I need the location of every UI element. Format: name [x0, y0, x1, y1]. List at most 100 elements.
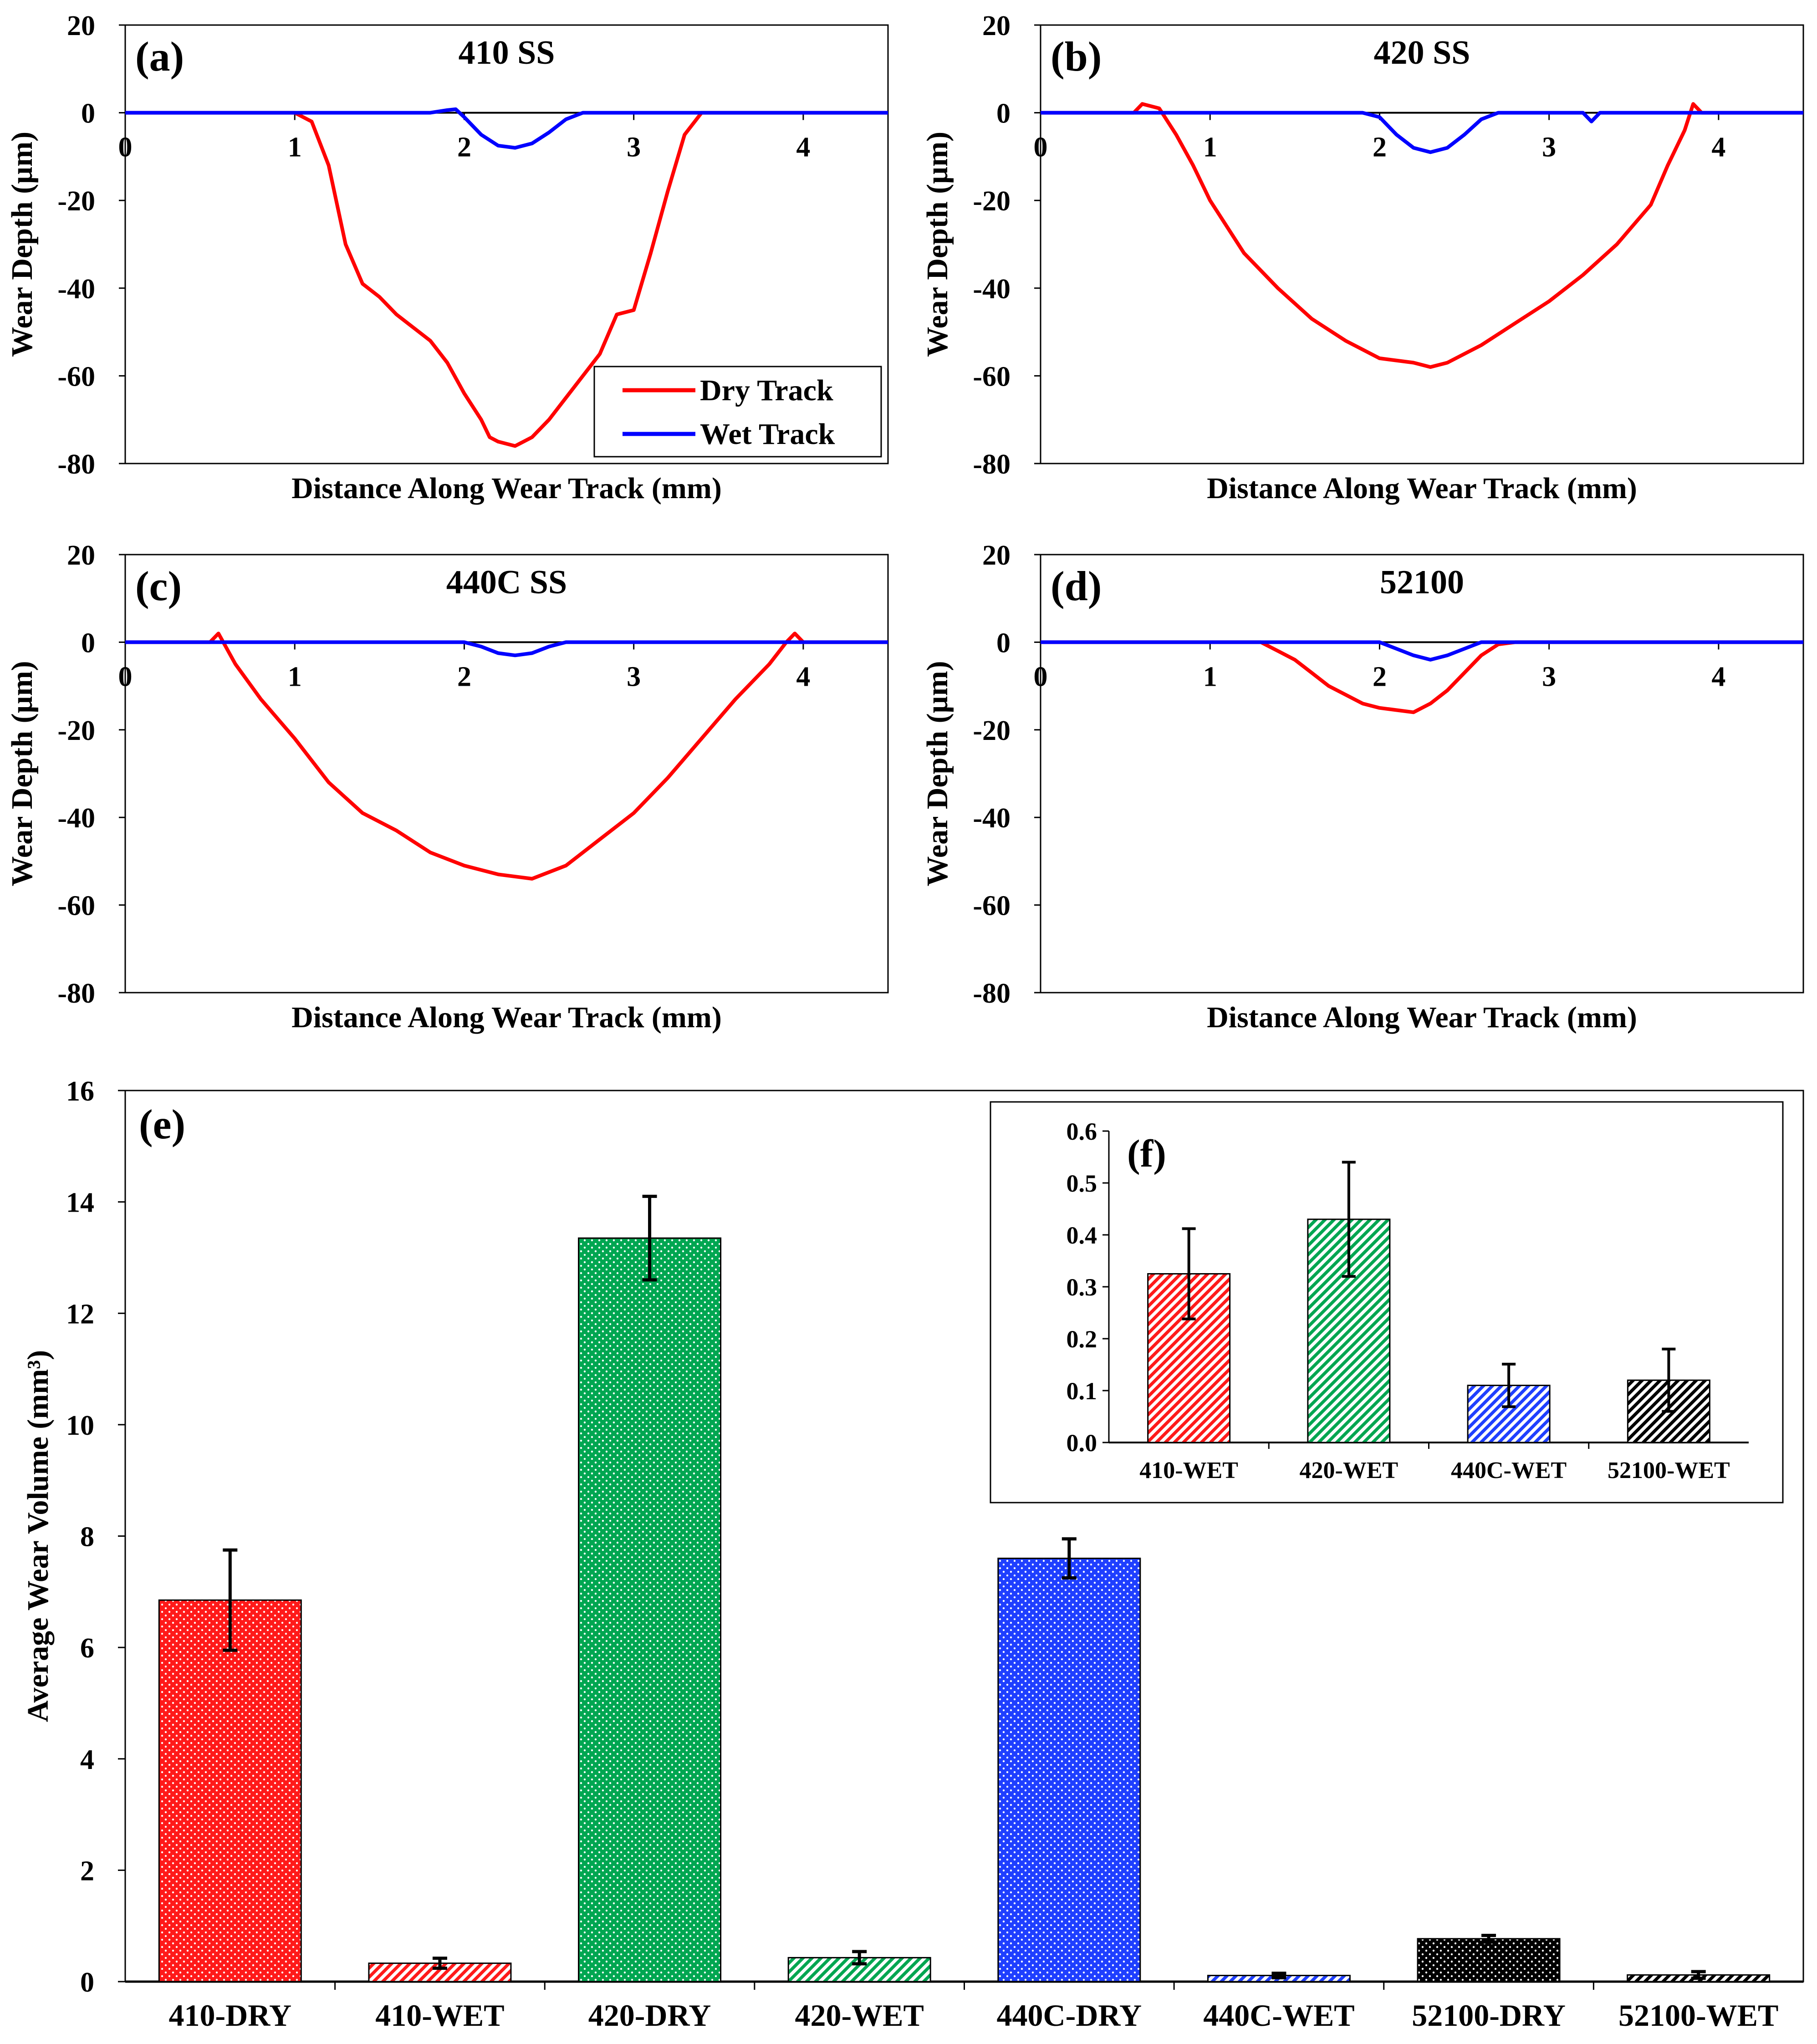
x-tick-label: 1: [288, 661, 302, 692]
category-label: 410-DRY: [169, 1998, 292, 2033]
panel-label: (a): [135, 33, 184, 80]
y-tick-label: -20: [57, 715, 95, 746]
x-tick-label: 2: [1373, 661, 1387, 692]
y-tick-label: 0.6: [1067, 1118, 1097, 1145]
plot-frame: [1040, 554, 1804, 994]
panel-title: 52100: [1380, 564, 1464, 601]
category-label: 440C-DRY: [996, 1998, 1142, 2033]
y-tick-label: 0.4: [1067, 1222, 1097, 1249]
y-tick-label: 20: [67, 10, 95, 41]
y-tick-label: -80: [57, 449, 95, 480]
panel-d: 20 0 -20 -40 -60 -80 0 1 2 3 4 (d) 52100 Distance Alo…: [921, 540, 1804, 1034]
panel-title: 440C SS: [446, 564, 567, 601]
plot-frame: [124, 554, 889, 994]
x-tick-label: 0: [118, 661, 133, 692]
y-tick-label: 4: [80, 1744, 94, 1775]
y-tick-label: 12: [66, 1299, 94, 1330]
x-tick-label: 4: [1711, 132, 1725, 163]
x-axis-title: Distance Along Wear Track (mm): [1207, 472, 1637, 505]
y-tick-label: -40: [973, 274, 1011, 305]
bar-52100-dry: [1417, 1938, 1561, 1983]
y-tick-label: -80: [973, 449, 1011, 480]
x-tick-label: 4: [1711, 661, 1725, 692]
x-tick-label: 3: [1542, 132, 1556, 163]
x-tick-label: 1: [1203, 132, 1217, 163]
x-axis-title: Distance Along Wear Track (mm): [291, 1001, 722, 1034]
legend-entry: Wet Track: [700, 418, 835, 451]
category-label: 52100-DRY: [1412, 1998, 1566, 2033]
series-line-dry-track: [1041, 102, 1803, 369]
y-tick-label: 8: [80, 1522, 94, 1553]
y-tick-label: -20: [973, 186, 1011, 217]
y-tick-label: 20: [67, 540, 95, 571]
panel-label: (b): [1051, 33, 1102, 80]
y-tick-label: -60: [57, 361, 95, 392]
x-tick-label: 2: [457, 132, 471, 163]
panel-a: 20 0 -20 -40 -60 -80 0 1 2 3 4 (a) 410 SS Distance Al…: [5, 10, 889, 505]
category-label: 420-DRY: [588, 1998, 711, 2033]
series-line-dry-track: [125, 111, 888, 448]
y-tick-label: 20: [982, 10, 1011, 41]
category-label: 420-WET: [795, 1998, 924, 2033]
series-line-wet-track: [125, 640, 888, 658]
y-tick-label: 14: [66, 1188, 94, 1218]
bar-420-dry: [578, 1237, 722, 1983]
x-tick-label: 2: [1373, 132, 1387, 163]
y-tick-label: 16: [66, 1076, 94, 1107]
y-axis-title: Wear Depth (µm): [5, 132, 39, 357]
category-label: 440C-WET: [1203, 1998, 1354, 2033]
y-tick-label: 6: [80, 1633, 94, 1664]
y-tick-label: 0: [81, 627, 95, 658]
x-tick-label: 0: [1034, 132, 1048, 163]
y-tick-label: 20: [982, 540, 1011, 571]
panel-c: 20 0 -20 -40 -60 -80 0 1 2 3 4 (c) 440C SS Distance A…: [5, 540, 889, 1034]
y-tick-label: 0.5: [1067, 1170, 1097, 1197]
series-line-wet-track: [1041, 111, 1803, 154]
x-axis-title: Distance Along Wear Track (mm): [291, 472, 722, 505]
y-axis-title: Wear Depth (µm): [921, 132, 954, 357]
panel-title: 410 SS: [459, 34, 555, 71]
category-label: 410-WET: [375, 1998, 504, 2033]
x-tick-label: 3: [627, 132, 641, 163]
y-tick-label: 0: [81, 98, 95, 129]
y-tick-label: 10: [66, 1410, 94, 1441]
x-tick-label: 4: [796, 132, 810, 163]
x-tick-label: 4: [796, 661, 810, 692]
y-tick-label: 0: [996, 98, 1011, 129]
legend-box: [593, 366, 882, 458]
y-tick-label: -60: [57, 891, 95, 922]
y-tick-label: -40: [57, 803, 95, 834]
y-tick-label: -40: [973, 803, 1011, 834]
category-label: 52100-WET: [1618, 1998, 1778, 2033]
bar-440c-dry: [997, 1557, 1141, 1983]
panel-label: (c): [135, 563, 182, 609]
x-axis-title: Distance Along Wear Track (mm): [1207, 1001, 1637, 1034]
panel-title: 420 SS: [1374, 34, 1470, 71]
x-tick-label: 0: [118, 132, 133, 163]
x-tick-label: 3: [1542, 661, 1556, 692]
y-tick-label: 0.3: [1067, 1274, 1097, 1301]
y-tick-label: 0: [80, 1967, 94, 1998]
category-label: 420-WET: [1300, 1458, 1398, 1483]
y-axis-title: Wear Depth (µm): [921, 661, 954, 886]
y-tick-label: -80: [973, 978, 1011, 1009]
plot-frame: [1040, 24, 1804, 464]
y-tick-label: 0.2: [1067, 1325, 1097, 1353]
x-tick-label: 0: [1034, 661, 1048, 692]
series-line-dry-track: [125, 632, 888, 881]
x-tick-label: 1: [288, 132, 302, 163]
y-tick-label: 0: [996, 627, 1011, 658]
x-tick-label: 1: [1203, 661, 1217, 692]
category-label: 440C-WET: [1451, 1458, 1567, 1483]
y-tick-label: -20: [973, 715, 1011, 746]
x-tick-label: 3: [627, 661, 641, 692]
y-tick-label: -40: [57, 274, 95, 305]
y-tick-label: 2: [80, 1855, 94, 1886]
x-tick-label: 2: [457, 661, 471, 692]
y-tick-label: 0.0: [1067, 1429, 1097, 1457]
y-axis-title: Wear Depth (µm): [5, 661, 39, 886]
y-tick-label: -20: [57, 186, 95, 217]
series-line-wet-track: [125, 107, 888, 150]
y-tick-label: -60: [973, 891, 1011, 922]
